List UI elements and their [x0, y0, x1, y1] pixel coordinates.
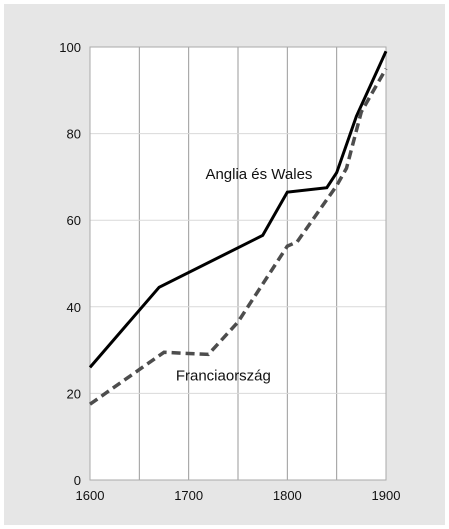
- series-lines: [88, 50, 388, 406]
- x-tick-label-1800: 1800: [273, 488, 302, 503]
- y-tick-label-0: 0: [74, 473, 81, 488]
- y-tick-label-40: 40: [67, 300, 81, 315]
- y-tick-label-60: 60: [67, 213, 81, 228]
- gridlines: [89, 46, 387, 481]
- series-labels: Anglia és Wales Franciaország: [176, 166, 313, 384]
- tick-labels: 0 20 40 60 80 100 1600 1700 1800 1900: [59, 40, 400, 503]
- y-tick-label-100: 100: [59, 40, 81, 55]
- y-tick-label-80: 80: [67, 127, 81, 142]
- series-line-anglia-es-wales: [88, 50, 388, 369]
- x-tick-label-1600: 1600: [76, 488, 105, 503]
- series-label-anglia-es-wales: Anglia és Wales: [205, 166, 312, 183]
- series-label-franciaorszag: Franciaország: [176, 367, 271, 384]
- x-tick-label-1900: 1900: [372, 488, 401, 503]
- series-line-franciaorszag: [88, 67, 388, 406]
- plot-border: [89, 46, 387, 481]
- x-tick-label-1700: 1700: [174, 488, 203, 503]
- y-tick-label-20: 20: [67, 386, 81, 401]
